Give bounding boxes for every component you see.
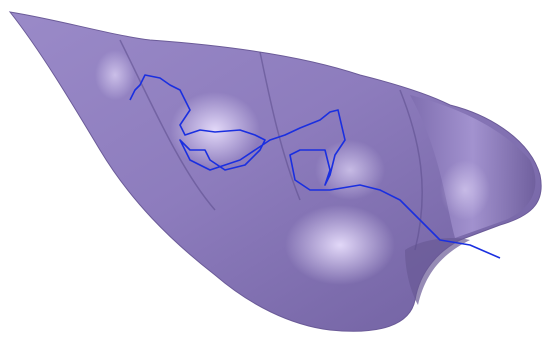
shell-lower-fold [405, 238, 470, 305]
highlight [315, 140, 385, 200]
highlight [440, 160, 490, 220]
fold-line [119, 39, 423, 251]
highlight [285, 205, 395, 285]
highlight [95, 50, 135, 100]
highlight [170, 92, 260, 168]
trajectory [129, 74, 501, 259]
